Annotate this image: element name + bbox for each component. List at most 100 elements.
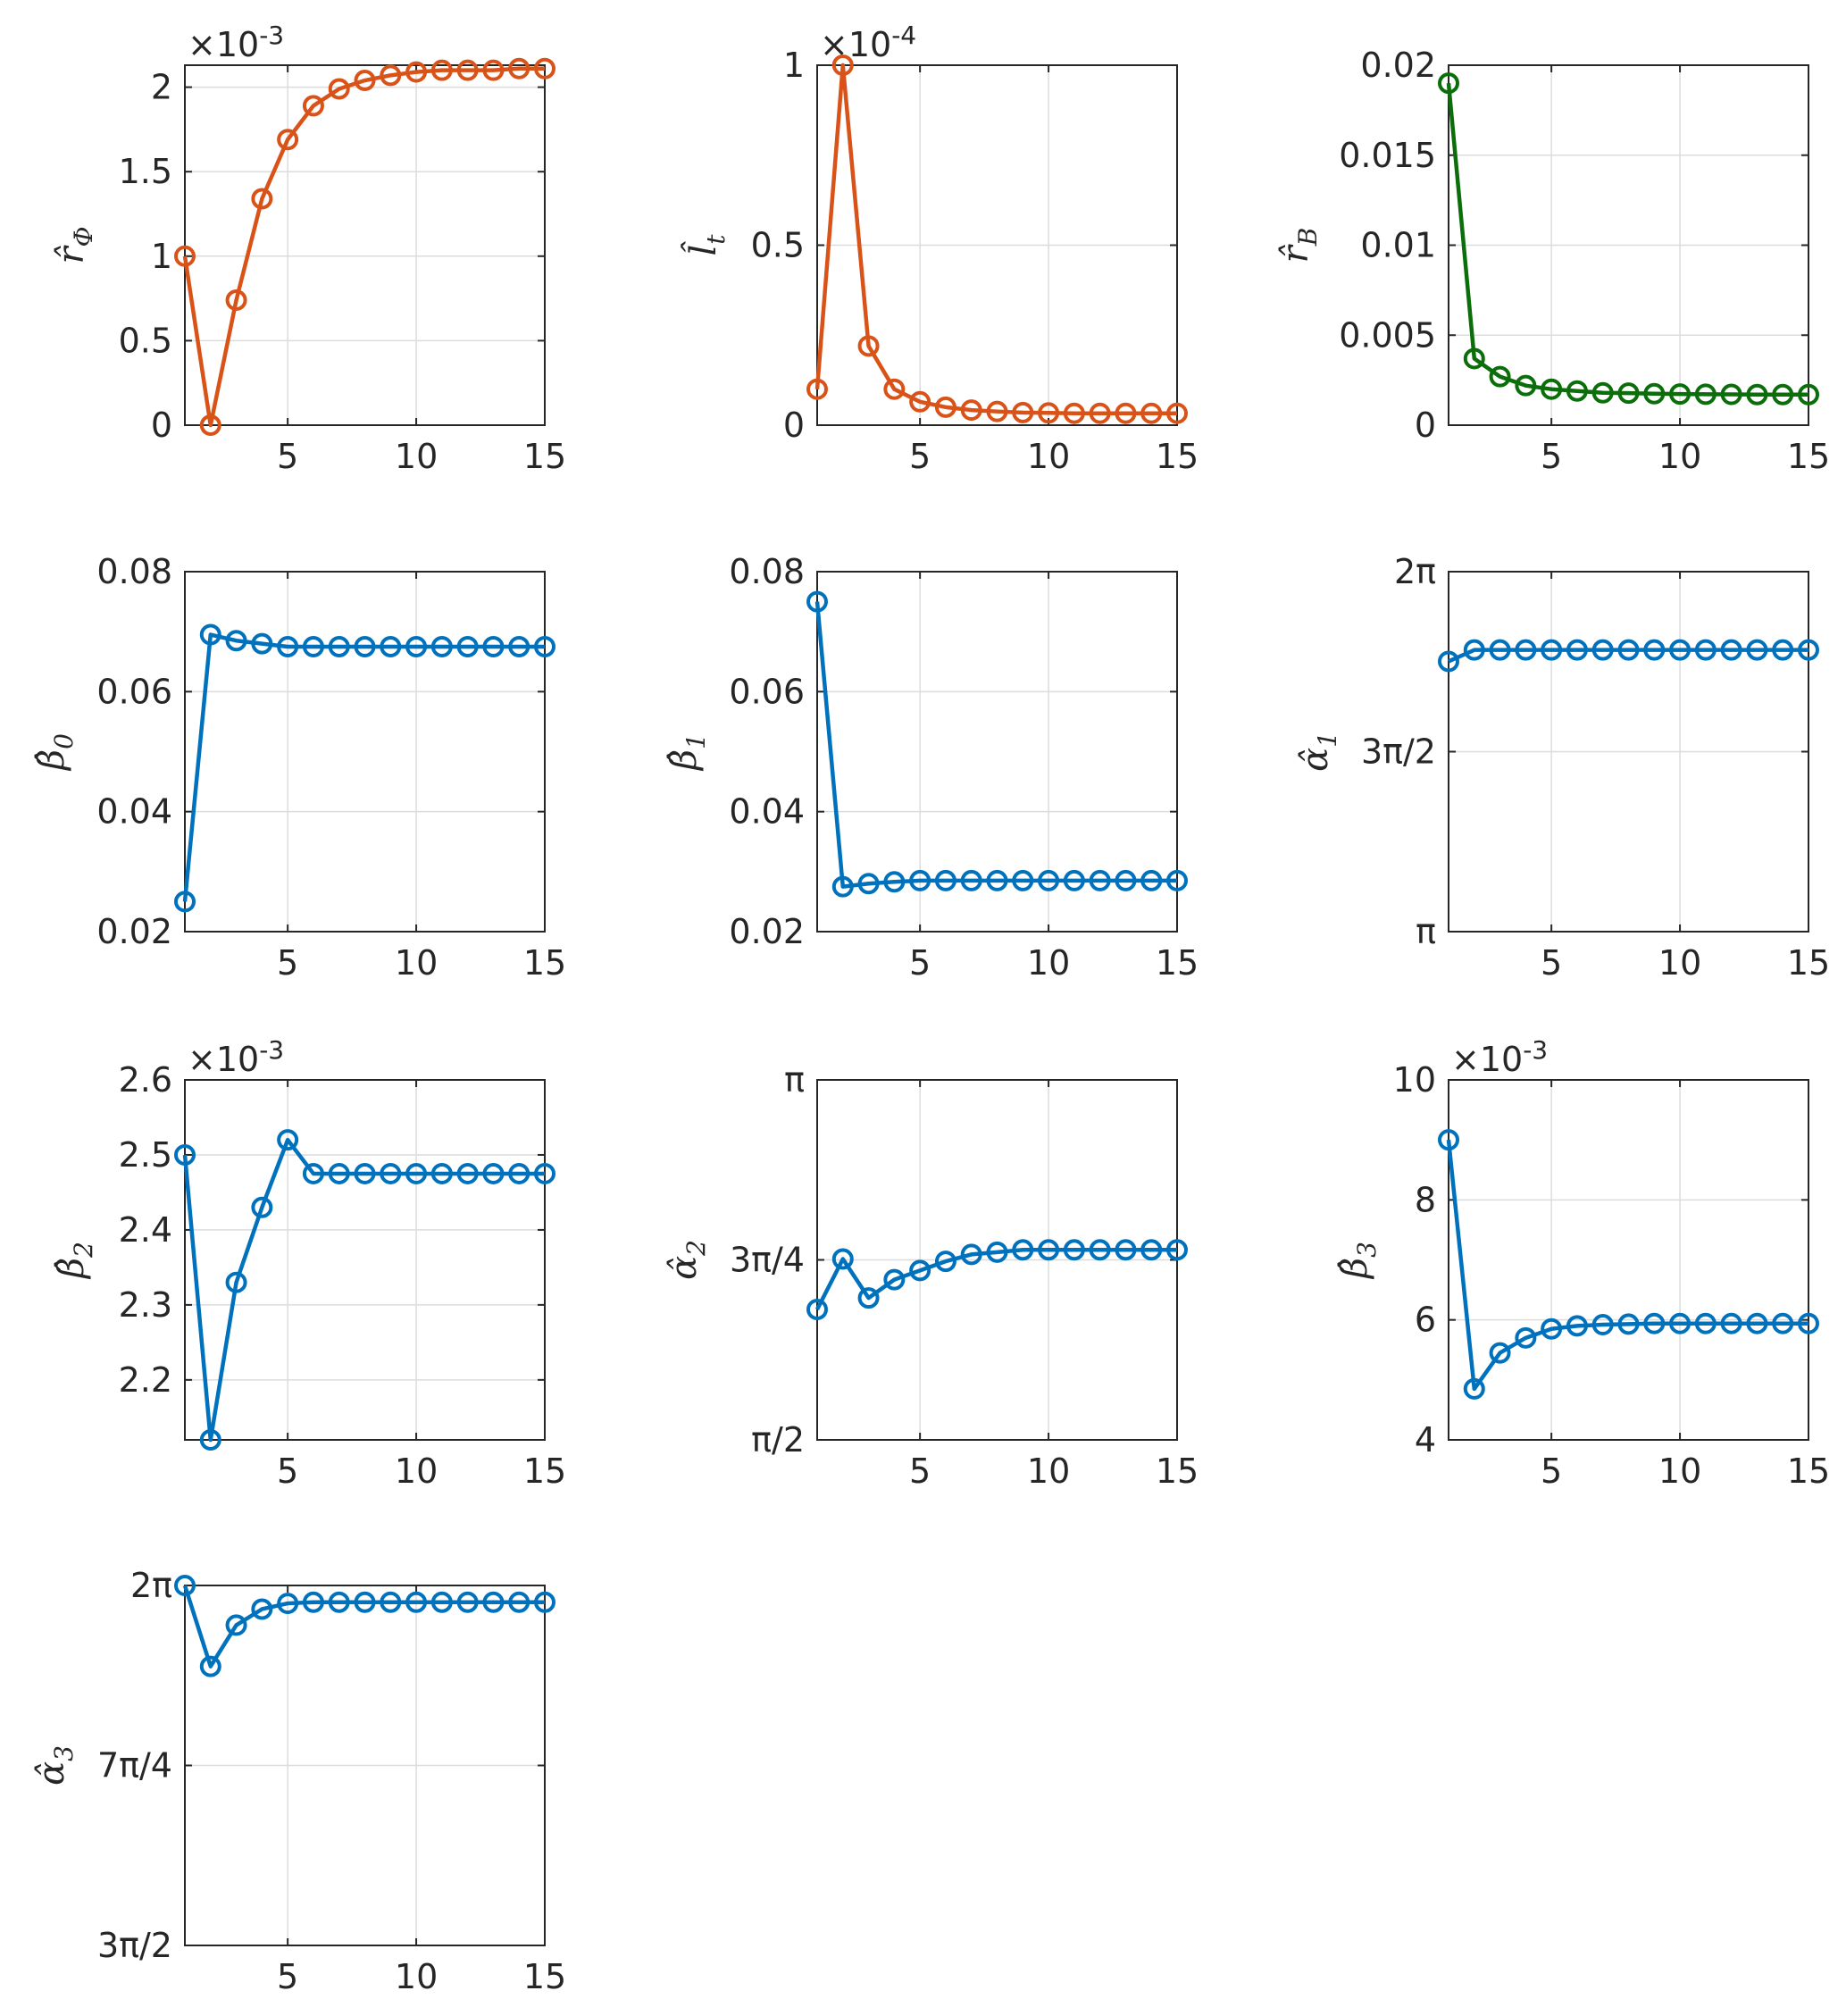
y-axis-label: l̂t	[681, 234, 731, 256]
data-point	[1694, 383, 1717, 406]
data-point	[482, 59, 505, 81]
data-point	[1798, 1312, 1819, 1334]
data-point	[1566, 1315, 1588, 1337]
data-point	[508, 635, 530, 657]
data-point	[1463, 1377, 1485, 1400]
series-line	[182, 1585, 545, 1669]
subplot-7: 5 10 15 2.2 2.3 2.4 2.5 2.6 ×10-3 β̂2	[51, 1035, 566, 1491]
x-tick-label: 5	[909, 437, 931, 476]
x-tick-label: 10	[395, 1451, 438, 1491]
axes-frame	[1448, 1079, 1809, 1441]
data-point	[1140, 1239, 1163, 1261]
data-point	[1591, 1314, 1614, 1336]
y-axis-label: α̂2	[664, 1240, 711, 1280]
data-point	[1515, 374, 1537, 397]
data-point	[1720, 383, 1742, 406]
y-tick-label: 6	[1415, 1301, 1436, 1340]
data-point	[354, 1162, 376, 1184]
data-point	[1746, 639, 1768, 661]
y-axis-label: α̂1	[1295, 732, 1342, 772]
data-point	[277, 1129, 299, 1151]
data-point	[934, 1251, 956, 1273]
subplot-8: 5 10 15 π/2 3π/4 π α̂2	[664, 1060, 1199, 1491]
data-point	[1617, 639, 1640, 661]
data-point	[1669, 383, 1691, 406]
data-point	[1694, 1312, 1717, 1334]
data-point	[1541, 639, 1563, 661]
data-point	[909, 390, 931, 413]
y-tick-label: 0	[783, 406, 805, 445]
y-tick-label: 2.5	[119, 1135, 172, 1175]
y-tick-label: 0.08	[729, 552, 805, 591]
subplot-3: 5 10 15 0 0.005 0.01 0.015 0.02 r̂B	[1275, 46, 1830, 476]
data-point	[354, 70, 376, 92]
y-axis-label: β̂0	[31, 733, 79, 772]
data-point	[857, 873, 880, 895]
data-point	[960, 399, 982, 422]
y-tick-label: π/2	[751, 1420, 805, 1460]
subplot-1: 5 10 15 0 0.5 1 1.5 2 ×10-3 r̂Φ	[51, 21, 566, 476]
data-point	[430, 635, 453, 657]
x-tick-label: 10	[1658, 1451, 1701, 1491]
data-point	[1617, 382, 1640, 405]
data-point	[1115, 869, 1137, 891]
data-point	[354, 1591, 376, 1613]
data-point	[1489, 639, 1511, 661]
data-point	[380, 64, 402, 87]
x-tick-label: 10	[1027, 1451, 1070, 1491]
data-point	[1166, 869, 1188, 891]
x-tick-label: 5	[1541, 1451, 1562, 1491]
y-tick-label: 1	[151, 237, 172, 276]
y-tick-label: 0.01	[1360, 226, 1436, 265]
y-tick-label: 2.6	[119, 1060, 172, 1100]
data-point	[934, 396, 956, 418]
data-point	[1720, 639, 1742, 661]
x-tick-label: 15	[1787, 1451, 1830, 1491]
data-point	[1566, 380, 1588, 402]
data-point	[1038, 1239, 1060, 1261]
data-point	[1541, 1318, 1563, 1340]
x-tick-label: 15	[1156, 1451, 1199, 1491]
data-point	[1746, 383, 1768, 406]
y-tick-label: 2	[151, 68, 172, 107]
data-point	[1012, 401, 1034, 423]
data-point	[1669, 639, 1691, 661]
data-point	[225, 1614, 247, 1636]
data-point	[1463, 347, 1485, 370]
data-point	[1772, 639, 1794, 661]
x-tick-label: 10	[395, 437, 438, 476]
data-point	[1463, 639, 1485, 661]
data-point	[1617, 1313, 1640, 1335]
data-point	[1038, 402, 1060, 424]
data-point	[1643, 382, 1666, 405]
y-tick-label: 0.06	[96, 672, 172, 711]
subplot-5: 5 10 15 0.02 0.04 0.06 0.08 β̂1	[664, 552, 1199, 983]
data-point	[1489, 1342, 1511, 1364]
data-point	[1643, 639, 1666, 661]
x-tick-label: 5	[277, 943, 298, 983]
data-point	[1489, 365, 1511, 388]
data-point	[883, 1268, 906, 1291]
x-tick-label: 10	[1027, 943, 1070, 983]
y-tick-label: 0.02	[729, 912, 805, 951]
y-tick-label: 2.3	[119, 1285, 172, 1325]
y-tick-label: 8	[1415, 1180, 1436, 1219]
data-point	[986, 869, 1008, 891]
data-point	[380, 635, 402, 657]
data-point	[174, 245, 196, 267]
data-point	[1038, 869, 1060, 891]
data-point	[482, 1162, 505, 1184]
data-point	[328, 635, 350, 657]
axis-multiplier: ×10-3	[188, 1035, 284, 1079]
x-tick-label: 5	[277, 1957, 298, 1996]
y-tick-label: 0.015	[1339, 136, 1436, 175]
series-line	[1446, 1139, 1808, 1392]
data-point	[909, 1259, 931, 1282]
data-point	[1515, 1326, 1537, 1349]
data-point	[534, 635, 555, 657]
axis-multiplier: ×10-3	[1451, 1035, 1548, 1079]
y-tick-label: 0.04	[96, 792, 172, 832]
data-point	[1012, 1239, 1034, 1261]
data-point	[225, 1271, 247, 1293]
data-point	[430, 1591, 453, 1613]
